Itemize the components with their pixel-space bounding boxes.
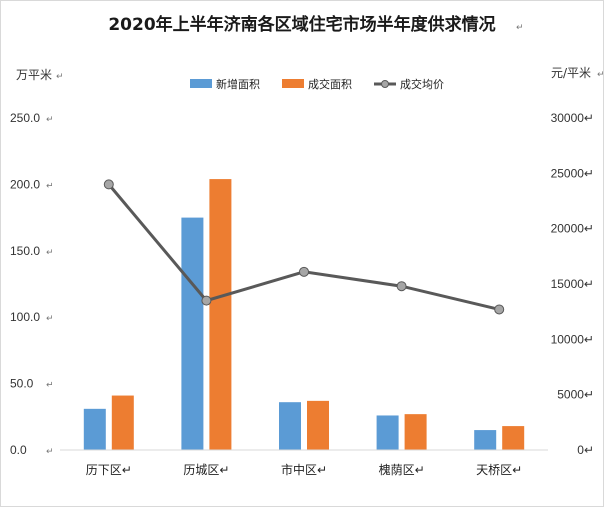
legend-label: 成交均价 [400,77,444,91]
left-tick-label: 100.0 [10,310,40,324]
bar-deal-area [502,426,525,450]
legend-swatch [282,79,304,88]
left-axis-ticks: 0.0 ↵ 50.0 ↵ 100.0 ↵ 150.0 ↵ 200.0 ↵ 250.0 ↵ [10,111,54,457]
legend-label: 成交面积 [308,77,352,91]
right-tick-label: 25000↵ [551,166,594,180]
category-label: 历城区↵ [183,463,229,477]
bar-deal-area [307,400,329,450]
bar-deal-area [404,414,427,450]
legend-paragraph-mark: ↵ [426,81,434,91]
right-axis-ticks: 0↵ 5000↵ 10000↵ 15000↵ 20000↵ 25000↵ 30000↵ [551,111,594,457]
tick-paragraph-mark: ↵ [46,447,54,457]
left-tick-label: 200.0 [10,177,40,191]
right-tick-label: 0↵ [577,443,594,457]
tick-paragraph-mark: ↵ [46,381,54,391]
category-label: 历下区↵ [86,463,132,477]
avg-price-point [299,266,309,277]
tick-paragraph-mark: ↵ [46,314,54,324]
right-axis-unit-label: 元/平米 [551,66,591,80]
bar-new-area [279,402,301,450]
title-paragraph-mark: ↵ [516,23,524,33]
tick-paragraph-mark: ↵ [46,248,54,258]
bar-deal-area [111,395,134,450]
bar-series [83,179,525,450]
legend-swatch [190,79,212,88]
bar-new-area [83,408,106,450]
bar-new-area [181,217,204,450]
avg-price-point [396,281,407,292]
left-tick-label: 250.0 [10,111,40,125]
chart-title: 2020年上半年济南各区域住宅市场半年度供求情况 [108,14,495,35]
bar-deal-area [209,179,232,450]
tick-paragraph-mark: ↵ [46,115,54,125]
line-series [103,179,505,315]
legend-label: 新增面积 [216,77,260,91]
right-unit-paragraph-mark: ↵ [597,70,604,80]
left-axis-unit-label: 万平米 [16,68,52,82]
right-tick-label: 5000↵ [557,388,594,402]
avg-price-point [494,304,505,315]
avg-price-point [103,179,114,190]
category-labels: 历下区↵ 历城区↵ 市中区↵ 槐荫区↵ 天桥区↵ [86,462,522,477]
right-tick-label: 20000↵ [551,222,594,236]
category-label: 天桥区↵ [476,463,522,477]
bar-new-area [474,430,497,450]
bar-new-area [376,415,399,450]
left-tick-label: 0.0 [10,443,27,457]
chart-legend: 新增面积 成交面积 成交均价↵ [190,77,444,91]
legend-marker [381,80,389,88]
left-tick-label: 150.0 [10,244,40,258]
right-tick-label: 15000↵ [551,277,594,291]
tick-paragraph-mark: ↵ [46,181,54,191]
right-tick-label: 10000↵ [551,332,594,346]
left-tick-label: 50.0 [10,377,34,391]
avg-price-point [201,295,212,306]
right-tick-label: 30000↵ [551,111,594,125]
category-label: 槐荫区↵ [379,462,425,477]
left-unit-paragraph-mark: ↵ [56,72,64,82]
category-label: 市中区↵ [281,462,327,477]
